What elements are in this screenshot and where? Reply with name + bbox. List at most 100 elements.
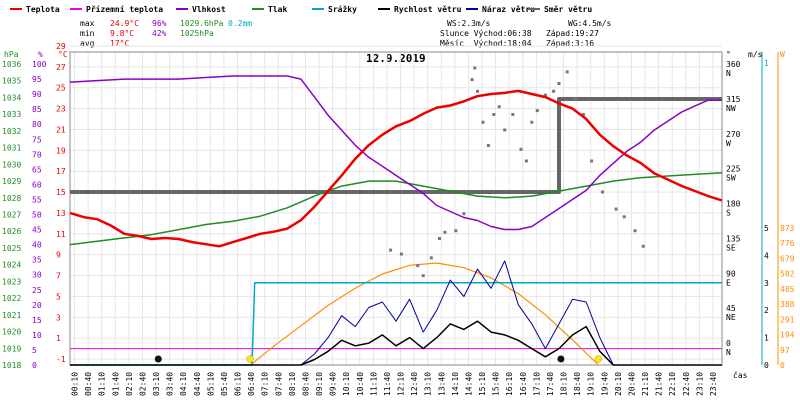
- dir-tick-name-6: W: [726, 139, 731, 148]
- x-tick-label-8: 04:10: [179, 372, 188, 396]
- unit-deg: °: [726, 50, 731, 59]
- x-tick-label-3: 01:40: [111, 372, 120, 396]
- wm2-tick-1: 97: [780, 346, 790, 355]
- wind-dir-point-5: [437, 237, 441, 240]
- stats-row1-cell-1: 24.9°C: [110, 19, 139, 28]
- x-tick-label-43: 21:40: [655, 372, 664, 396]
- unit-hpa: hPa: [4, 50, 19, 59]
- plot-frame: [69, 51, 723, 366]
- stats-row2-cell-1: 9.8°C: [110, 29, 134, 38]
- dir-tick-name-3: SE: [726, 243, 736, 252]
- wm2-tick-9: 873: [780, 224, 795, 233]
- ms-tick-1: 1: [764, 334, 769, 343]
- x-tick-label-39: 19:40: [600, 372, 609, 396]
- pct-tick-9: 45: [32, 226, 42, 235]
- degc-tick-7: 13: [56, 209, 66, 218]
- hpa-tick-9: 1027: [2, 211, 21, 220]
- hpa-tick-8: 1026: [2, 227, 21, 236]
- dir-tick-name-4: S: [726, 209, 731, 218]
- stats-row1-cell-2: 96%: [152, 19, 167, 28]
- hpa-tick-10: 1028: [2, 194, 21, 203]
- sun-marker-1: [594, 355, 603, 363]
- hpa-tick-4: 1022: [2, 294, 21, 303]
- moon-marker-0: [154, 355, 162, 363]
- x-tick-label-47: 23:40: [709, 372, 718, 396]
- dir-tick-deg-2: 90: [726, 269, 736, 278]
- wind-dir-point-14: [492, 113, 496, 116]
- x-tick-label-46: 23:10: [695, 372, 704, 396]
- stats-row1-cell-0: max: [80, 19, 95, 28]
- x-tick-label-4: 02:10: [125, 372, 134, 396]
- wm2-tick-0: 0: [780, 361, 785, 370]
- legend-label-0: Teplota: [26, 5, 60, 14]
- pct-tick-15: 75: [32, 135, 42, 144]
- x-tick-label-19: 09:40: [329, 372, 338, 396]
- x-tick-label-17: 08:40: [301, 372, 310, 396]
- axes: 00:10 00:40 01:10 01:40 02:10 02:40 03:10 03:40…: [2, 42, 795, 396]
- series-wind-speed: [70, 320, 722, 366]
- x-tick-label-27: 13:40: [437, 372, 446, 396]
- ms-tick-2: 2: [764, 306, 769, 315]
- degc-tick-0: -1: [56, 355, 66, 364]
- info-moon: Měsíc Východ:18:04 Západ:3:16: [440, 39, 594, 48]
- dir-tick-name-0: N: [726, 348, 731, 357]
- stats-row1-cell-4: 0.2mm: [228, 19, 252, 28]
- hpa-tick-16: 1034: [2, 93, 21, 102]
- legend-label-7: Směr větru: [544, 4, 592, 14]
- wind-dir-point-13: [486, 144, 490, 147]
- x-tick-label-28: 14:10: [451, 372, 460, 396]
- dir-tick-name-5: SW: [726, 174, 736, 183]
- x-tick-label-16: 08:10: [288, 372, 297, 396]
- x-tick-label-24: 12:10: [397, 372, 406, 396]
- hpa-tick-11: 1029: [2, 177, 21, 186]
- hpa-tick-2: 1020: [2, 328, 21, 337]
- x-tick-label-33: 16:40: [519, 372, 528, 396]
- pct-tick-13: 65: [32, 165, 42, 174]
- pct-tick-1: 5: [32, 346, 37, 355]
- wind-dir-point-29: [600, 190, 604, 194]
- unit-pct: %: [38, 50, 43, 59]
- hpa-tick-6: 1024: [2, 261, 21, 270]
- wind-dir-point-12: [481, 120, 485, 124]
- x-tick-label-9: 04:40: [193, 372, 202, 396]
- pct-tick-4: 20: [32, 301, 42, 310]
- ms-top-tick: 1: [764, 59, 769, 68]
- x-tick-label-36: 18:10: [560, 372, 569, 396]
- series-humidity: [69, 75, 722, 231]
- wm2-tick-3: 291: [780, 315, 795, 324]
- legend-label-2: Vlhkost: [192, 5, 226, 14]
- dir-tick-deg-0: 0: [726, 339, 731, 348]
- wind-dir-point-16: [503, 128, 507, 132]
- wind-dir-point-23: [552, 89, 556, 93]
- degc-tick-11: 21: [56, 125, 66, 134]
- degc-tick-13: 25: [56, 84, 66, 93]
- wind-dir-point-3: [421, 274, 425, 278]
- degc-tick-12: 23: [56, 105, 66, 114]
- wind-dir-point-21: [535, 109, 539, 113]
- pct-tick-2: 10: [32, 331, 42, 340]
- dir-tick-deg-7: 315: [726, 95, 741, 104]
- pct-tick-0: 0: [32, 361, 37, 370]
- wind-dir-point-4: [429, 256, 433, 260]
- pct-tick-6: 30: [32, 271, 42, 280]
- series-wind-gust: [70, 260, 722, 366]
- x-tick-label-14: 07:10: [261, 372, 270, 396]
- x-tick-label-41: 20:40: [627, 372, 636, 396]
- pct-tick-11: 55: [32, 195, 42, 204]
- chart-legend: Teplota Přízemní teplota Vlhkost Tlak Srážky…: [10, 4, 592, 14]
- degc-tick-10: 19: [56, 146, 66, 155]
- ms-tick-5: 5: [764, 224, 769, 233]
- wind-dir-point-0: [389, 248, 393, 252]
- x-axis-label: čas: [733, 370, 748, 380]
- wind-dir-point-26: [573, 97, 577, 101]
- stats-row2-cell-3: 1025hPa: [180, 29, 214, 38]
- wind-dir-point-28: [590, 159, 594, 163]
- x-tick-label-38: 19:10: [587, 372, 596, 396]
- legend-label-3: Tlak: [268, 5, 287, 14]
- x-tick-label-22: 11:10: [369, 372, 378, 396]
- x-tick-label-13: 06:40: [247, 372, 256, 396]
- x-tick-label-29: 14:40: [464, 372, 473, 396]
- hpa-tick-13: 1031: [2, 144, 21, 153]
- legend-label-4: Srážky: [328, 5, 357, 14]
